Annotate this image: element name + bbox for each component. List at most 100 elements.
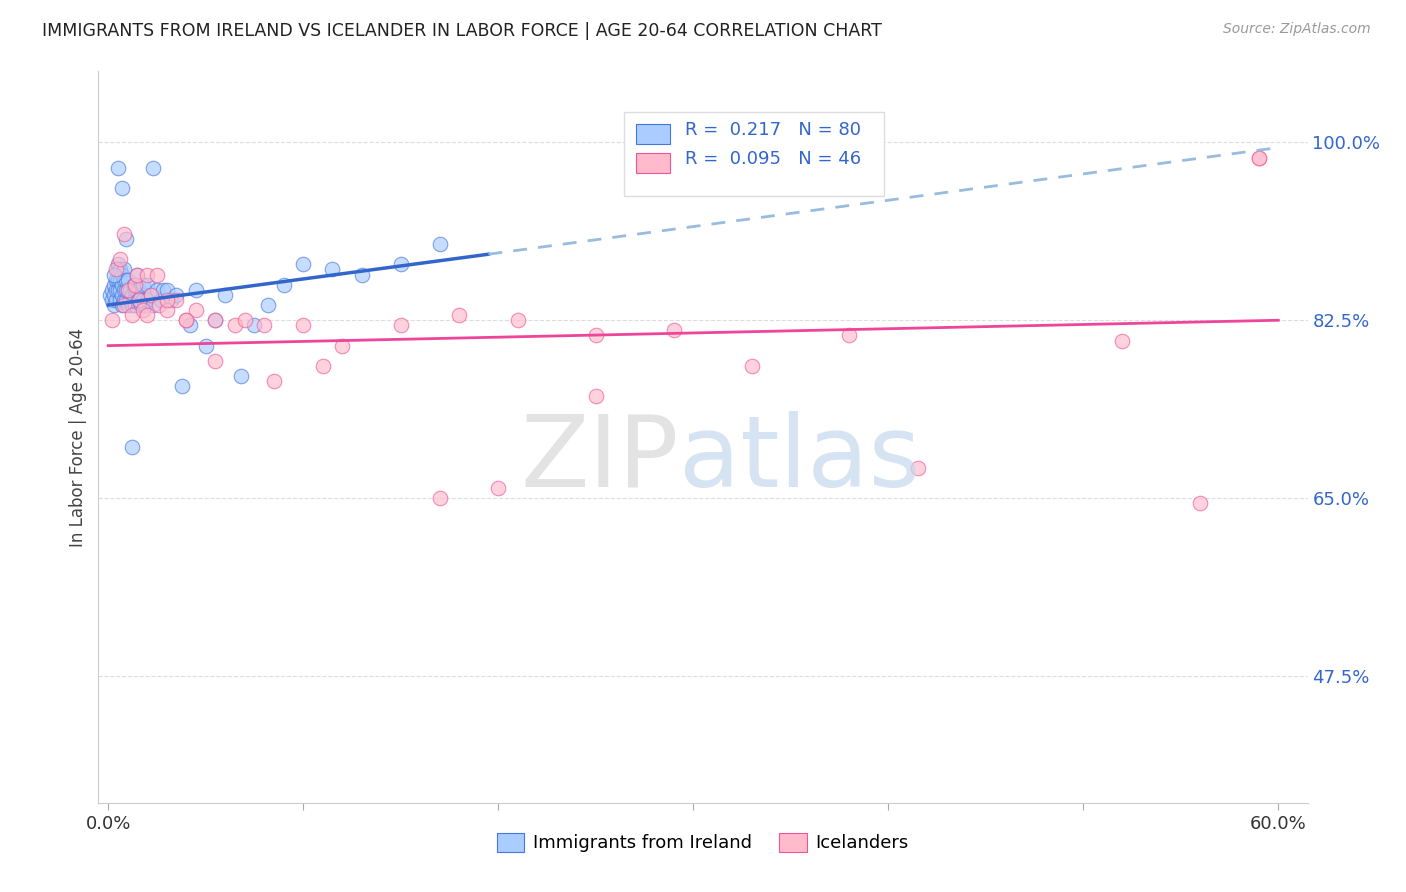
Point (389, 318, 412, 333)
Point (136, 308, 159, 322)
Point (204, 354, 226, 368)
Point (101, 293, 124, 307)
Point (114, 232, 136, 246)
Point (104, 272, 127, 286)
Point (111, 268, 134, 282)
Point (112, 272, 135, 286)
Point (214, 288, 236, 302)
Point (146, 283, 169, 297)
Point (98, 288, 121, 302)
Text: atlas: atlas (679, 410, 921, 508)
Point (142, 298, 165, 312)
Point (117, 283, 139, 297)
Point (204, 313, 226, 327)
Point (103, 298, 125, 312)
Point (121, 440, 143, 454)
Point (243, 318, 266, 333)
Point (131, 288, 153, 302)
Point (194, 338, 217, 352)
Point (429, 491, 451, 505)
Point (204, 313, 226, 327)
FancyBboxPatch shape (624, 112, 884, 195)
Point (122, 277, 145, 292)
Point (662, 166, 685, 180)
Point (103, 277, 125, 292)
Point (127, 268, 149, 282)
Point (585, 328, 607, 343)
Point (114, 272, 136, 286)
Point (114, 283, 136, 297)
Point (165, 293, 187, 307)
Point (132, 303, 155, 318)
Point (179, 318, 201, 333)
Point (128, 293, 150, 307)
Point (136, 277, 159, 292)
Point (273, 277, 295, 292)
Point (350, 268, 373, 282)
Point (103, 268, 125, 282)
Point (107, 272, 129, 286)
Point (149, 293, 172, 307)
Text: R =  0.217   N = 80: R = 0.217 N = 80 (685, 121, 860, 139)
Point (121, 308, 143, 322)
Point (121, 288, 143, 302)
Point (124, 298, 146, 312)
Point (156, 303, 179, 318)
Point (107, 262, 129, 277)
Point (449, 308, 471, 322)
Y-axis label: In Labor Force | Age 20-64: In Labor Force | Age 20-64 (69, 327, 87, 547)
Point (122, 293, 145, 307)
Point (112, 293, 135, 307)
Point (152, 283, 174, 297)
Point (108, 262, 131, 277)
Point (257, 298, 280, 312)
Point (118, 293, 141, 307)
FancyBboxPatch shape (637, 124, 671, 145)
Point (1111, 334, 1133, 348)
FancyBboxPatch shape (637, 153, 671, 173)
Point (292, 318, 315, 333)
Point (101, 283, 124, 297)
Point (429, 237, 451, 252)
Point (253, 318, 276, 333)
Point (224, 318, 246, 333)
Point (124, 283, 146, 297)
Point (174, 313, 197, 327)
Text: Source: ZipAtlas.com: Source: ZipAtlas.com (1223, 22, 1371, 37)
Point (172, 379, 194, 393)
Point (117, 283, 139, 297)
Point (156, 283, 179, 297)
Point (118, 283, 141, 297)
Point (101, 313, 124, 327)
Point (292, 257, 315, 271)
Point (506, 313, 529, 327)
Point (124, 277, 146, 292)
Point (111, 298, 134, 312)
Point (165, 288, 187, 302)
Point (184, 303, 207, 318)
Point (486, 481, 509, 495)
Point (108, 283, 131, 297)
Text: ZIP: ZIP (520, 410, 679, 508)
Point (104, 262, 127, 277)
Point (128, 293, 150, 307)
Point (148, 298, 170, 312)
Point (142, 161, 165, 175)
Point (134, 298, 156, 312)
Point (117, 298, 139, 312)
Point (108, 293, 131, 307)
Point (107, 283, 129, 297)
Point (1247, 151, 1270, 165)
Point (128, 283, 150, 297)
Point (107, 161, 129, 175)
Point (103, 288, 125, 302)
Point (174, 313, 197, 327)
Text: IMMIGRANTS FROM IRELAND VS ICELANDER IN LABOR FORCE | AGE 20-64 CORRELATION CHAR: IMMIGRANTS FROM IRELAND VS ICELANDER IN … (42, 22, 882, 40)
Point (117, 272, 139, 286)
Point (139, 288, 162, 302)
Point (159, 293, 181, 307)
Point (111, 181, 134, 195)
Point (184, 283, 207, 297)
Point (111, 288, 134, 302)
Point (104, 293, 127, 307)
